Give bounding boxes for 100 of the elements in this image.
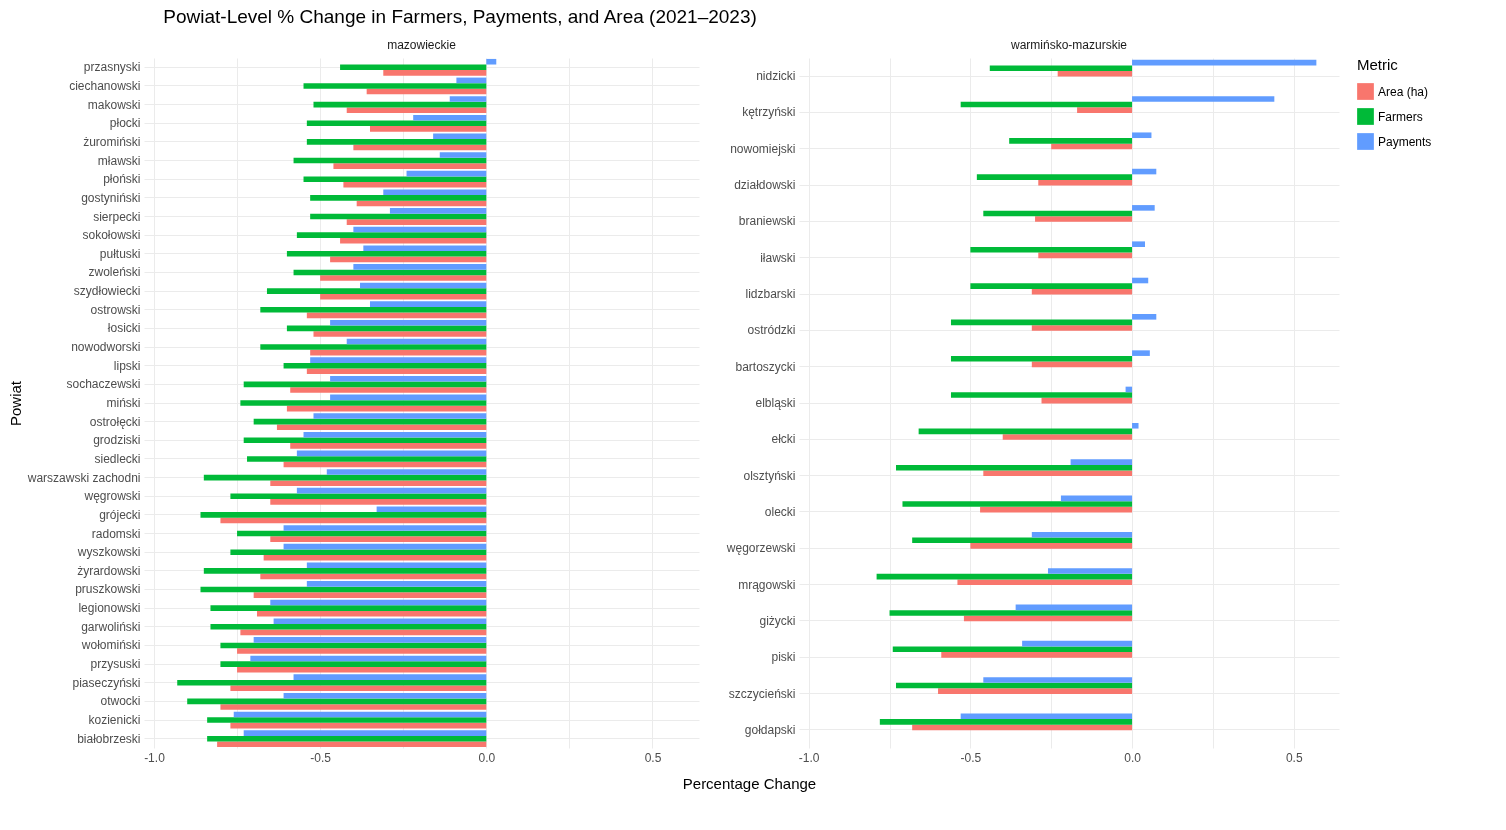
bar (983, 210, 1133, 217)
x-axis-title: Percentage Change (682, 774, 817, 792)
bar (1070, 459, 1133, 465)
y-tick-label: braniewski (738, 214, 796, 229)
y-tick-label: otwocki (100, 694, 141, 709)
y-tick-label: grodziski (93, 433, 141, 448)
legend-label: Farmers (1378, 109, 1423, 124)
y-tick-label: olsztyński (743, 468, 796, 483)
y-tick-label: sokołowski (82, 228, 141, 243)
bar (1031, 325, 1133, 331)
y-tick-label: przysuski (90, 657, 141, 672)
bar (1035, 216, 1133, 222)
y-tick-label: warszawski zachodni (26, 470, 141, 485)
y-tick-label: sierpecki (93, 209, 141, 224)
y-tick-label: piaseczyński (72, 675, 141, 690)
bar (1132, 241, 1145, 247)
x-tick-label: -1.0 (798, 750, 820, 765)
y-tick-label: piski (771, 650, 796, 665)
y-tick-label: pruszkowski (75, 582, 141, 597)
y-tick-label: lipski (113, 358, 141, 373)
y-tick-label: zwoleński (88, 265, 141, 280)
y-tick-label: nowodworski (71, 340, 141, 355)
y-tick-label: węgrowski (83, 489, 141, 504)
y-tick-label: bartoszycki (735, 359, 796, 374)
bar (989, 65, 1133, 71)
bar (1132, 422, 1139, 429)
bar (1132, 350, 1150, 356)
y-tick-label: lidzbarski (745, 287, 796, 302)
y-tick-label: garwoliński (81, 619, 141, 634)
y-tick-label: nowomiejski (730, 141, 796, 156)
y-tick-label: mrągowski (738, 577, 796, 592)
x-tick-label: 0.5 (1285, 750, 1303, 765)
y-tick-label: ostródzki (747, 323, 796, 338)
y-tick-label: ostrołęcki (89, 414, 141, 429)
bar (1132, 96, 1275, 102)
y-tick-label: sochaczewski (66, 377, 141, 392)
y-tick-label: makowski (87, 97, 141, 112)
bar (1009, 138, 1133, 144)
y-tick-label: gostyniński (81, 190, 141, 205)
y-tick-label: ciechanowski (69, 78, 141, 93)
y-tick-label: iławski (760, 250, 796, 265)
bar (970, 283, 1133, 289)
y-tick-label: radomski (91, 526, 141, 541)
y-tick-label: giżycki (759, 613, 796, 628)
y-tick-label: żuromiński (83, 134, 141, 149)
y-tick-label: pułtuski (99, 246, 141, 261)
y-tick-label: działdowski (734, 178, 796, 193)
bar (1051, 143, 1133, 150)
x-tick-label: 0.0 (1124, 750, 1142, 765)
bar (889, 610, 1133, 616)
y-tick-label: ostrowski (90, 302, 141, 317)
bar (950, 355, 1133, 362)
bar (970, 246, 1133, 253)
y-tick-label: szczycieński (728, 686, 796, 701)
x-tick-label: -0.5 (960, 750, 982, 765)
bar (1132, 314, 1157, 320)
bar (950, 392, 1133, 398)
y-tick-label: wołomiński (80, 638, 141, 653)
bar (902, 501, 1133, 507)
y-tick-label: miński (106, 396, 141, 410)
y-tick-label: elbląski (755, 396, 796, 410)
y-tick-label: olecki (764, 504, 796, 519)
x-tick-label: -1.0 (144, 750, 166, 765)
y-tick-label: węgorzewski (725, 541, 796, 556)
y-tick-label: płocki (109, 116, 141, 131)
y-tick-label: legionowski (78, 601, 141, 616)
y-tick-label: płoński (103, 172, 141, 187)
x-tick-label: 0.0 (478, 750, 496, 765)
y-tick-label: mławski (97, 153, 141, 168)
y-tick-label: gołdapski (744, 722, 796, 737)
y-tick-label: ełcki (771, 432, 796, 447)
bar (1057, 71, 1133, 77)
legend-label: Payments (1378, 134, 1432, 149)
y-tick-label: przasnyski (83, 60, 141, 75)
y-axis-title: Powiat (6, 380, 24, 427)
legend-label: Area (ha) (1378, 84, 1429, 99)
y-tick-label: siedlecki (94, 451, 141, 466)
bar (1038, 252, 1133, 259)
bar (1077, 107, 1133, 113)
y-tick-label: nidzicki (756, 69, 796, 84)
bar (892, 646, 1133, 653)
bar (1047, 568, 1133, 574)
y-tick-label: łosicki (107, 321, 141, 336)
bar (983, 677, 1133, 683)
bar (1002, 434, 1133, 440)
y-tick-label: kozienicki (88, 713, 141, 728)
y-tick-label: szydłowiecki (73, 284, 141, 299)
chart-title: Powiat-Level % Change in Farmers, Payments, and Area (2021–2023) (163, 6, 757, 27)
x-tick-label: -0.5 (310, 750, 332, 765)
chart-subtitle: warmińsko-mazurskie (1009, 38, 1128, 52)
bar (1132, 132, 1152, 139)
bar (879, 719, 1133, 725)
bar (970, 543, 1133, 549)
bar (938, 688, 1133, 694)
bar (1132, 205, 1155, 211)
chart-subtitle: mazowieckie (387, 38, 457, 52)
legend-title: Metric (1357, 56, 1399, 73)
bar (976, 174, 1133, 180)
bar (983, 470, 1133, 477)
y-tick-label: białobrzeski (77, 731, 141, 746)
